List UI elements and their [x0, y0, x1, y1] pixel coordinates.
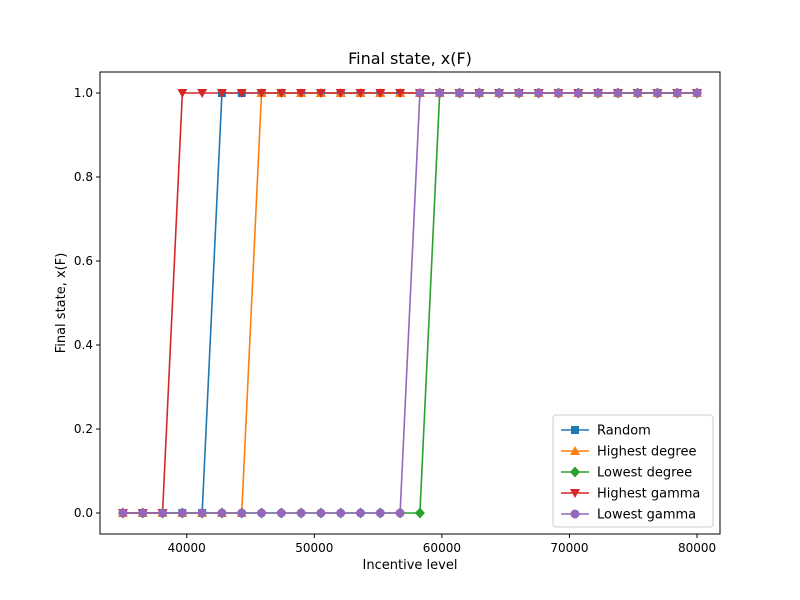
data-point-lowest-gamma — [633, 88, 643, 98]
y-axis-label: Final state, x(F) — [54, 253, 69, 354]
axis-ticks: 40000 50000 60000 70000 80000 0.0 0.2 0.4 0.6 0.8… — [74, 86, 716, 555]
data-point-lowest-gamma — [118, 508, 128, 518]
y-tick-label: 0.2 — [74, 422, 93, 436]
data-point-lowest-gamma — [237, 508, 247, 518]
data-point-lowest-gamma — [257, 508, 267, 518]
data-point-highest-gamma — [395, 89, 406, 98]
data-point-lowest-gamma — [177, 508, 187, 518]
legend-label-random: Random — [597, 424, 651, 439]
data-point-highest-gamma — [296, 89, 307, 98]
data-point-lowest-gamma — [395, 508, 405, 518]
legend-label-highest-gamma: Highest gamma — [597, 487, 700, 502]
legend-label-highest-degree: Highest degree — [597, 445, 696, 460]
legend-marker-random — [571, 426, 579, 434]
axes-frame — [99, 71, 721, 535]
legend-marker-highest-gamma — [570, 489, 580, 498]
x-tick-label: 70000 — [550, 541, 588, 555]
data-point-lowest-gamma — [454, 88, 464, 98]
data-point-lowest-gamma — [593, 88, 603, 98]
data-point-lowest-gamma — [435, 88, 445, 98]
data-point-lowest-gamma — [613, 88, 623, 98]
legend-marker-lowest-degree — [570, 466, 580, 478]
data-point-lowest-gamma — [276, 508, 286, 518]
data-point-highest-gamma — [236, 89, 247, 98]
data-point-lowest-degree — [414, 507, 425, 519]
y-tick-label: 0.6 — [74, 254, 93, 268]
plot-markers — [117, 87, 703, 519]
y-tick-label: 0.0 — [74, 506, 93, 520]
legend-marker-lowest-gamma — [570, 509, 580, 519]
legend-box — [552, 414, 714, 528]
data-point-lowest-gamma — [197, 508, 207, 518]
data-point-lowest-gamma — [494, 88, 504, 98]
x-tick-label: 50000 — [295, 541, 333, 555]
data-point-lowest-gamma — [514, 88, 524, 98]
legend: Random Highest degree Lowest degree Highest… — [552, 414, 714, 528]
data-point-highest-gamma — [197, 89, 208, 98]
legend-label-lowest-degree: Lowest degree — [597, 466, 692, 481]
legend-marker-highest-degree — [570, 446, 580, 455]
data-point-highest-gamma — [355, 89, 366, 98]
data-point-lowest-gamma — [336, 508, 346, 518]
x-axis-label: Incentive level — [363, 558, 458, 573]
data-point-lowest-gamma — [316, 508, 326, 518]
data-point-lowest-gamma — [217, 508, 227, 518]
data-point-highest-gamma — [276, 89, 287, 98]
data-point-lowest-gamma — [356, 508, 366, 518]
data-point-lowest-gamma — [138, 508, 148, 518]
data-point-highest-gamma — [375, 89, 386, 98]
data-point-highest-gamma — [315, 89, 326, 98]
data-point-lowest-gamma — [158, 508, 168, 518]
data-point-highest-gamma — [335, 89, 346, 98]
data-point-highest-gamma — [216, 89, 227, 98]
x-tick-label: 40000 — [168, 541, 206, 555]
data-point-highest-gamma — [177, 89, 188, 98]
legend-label-lowest-gamma: Lowest gamma — [597, 508, 696, 523]
data-point-lowest-gamma — [672, 88, 682, 98]
x-tick-label: 80000 — [678, 541, 716, 555]
y-tick-label: 0.4 — [74, 338, 93, 352]
data-point-lowest-gamma — [652, 88, 662, 98]
data-point-lowest-gamma — [534, 88, 544, 98]
data-point-lowest-gamma — [573, 88, 583, 98]
chart-title: Final state, x(F) — [348, 49, 472, 68]
data-point-lowest-gamma — [375, 508, 385, 518]
data-point-lowest-gamma — [296, 508, 306, 518]
data-point-lowest-gamma — [692, 88, 702, 98]
data-point-lowest-gamma — [415, 88, 425, 98]
data-point-lowest-gamma — [553, 88, 563, 98]
data-point-highest-gamma — [256, 89, 267, 98]
y-tick-label: 0.8 — [74, 170, 93, 184]
data-point-lowest-gamma — [474, 88, 484, 98]
x-tick-label: 60000 — [423, 541, 461, 555]
y-tick-label: 1.0 — [74, 86, 93, 100]
